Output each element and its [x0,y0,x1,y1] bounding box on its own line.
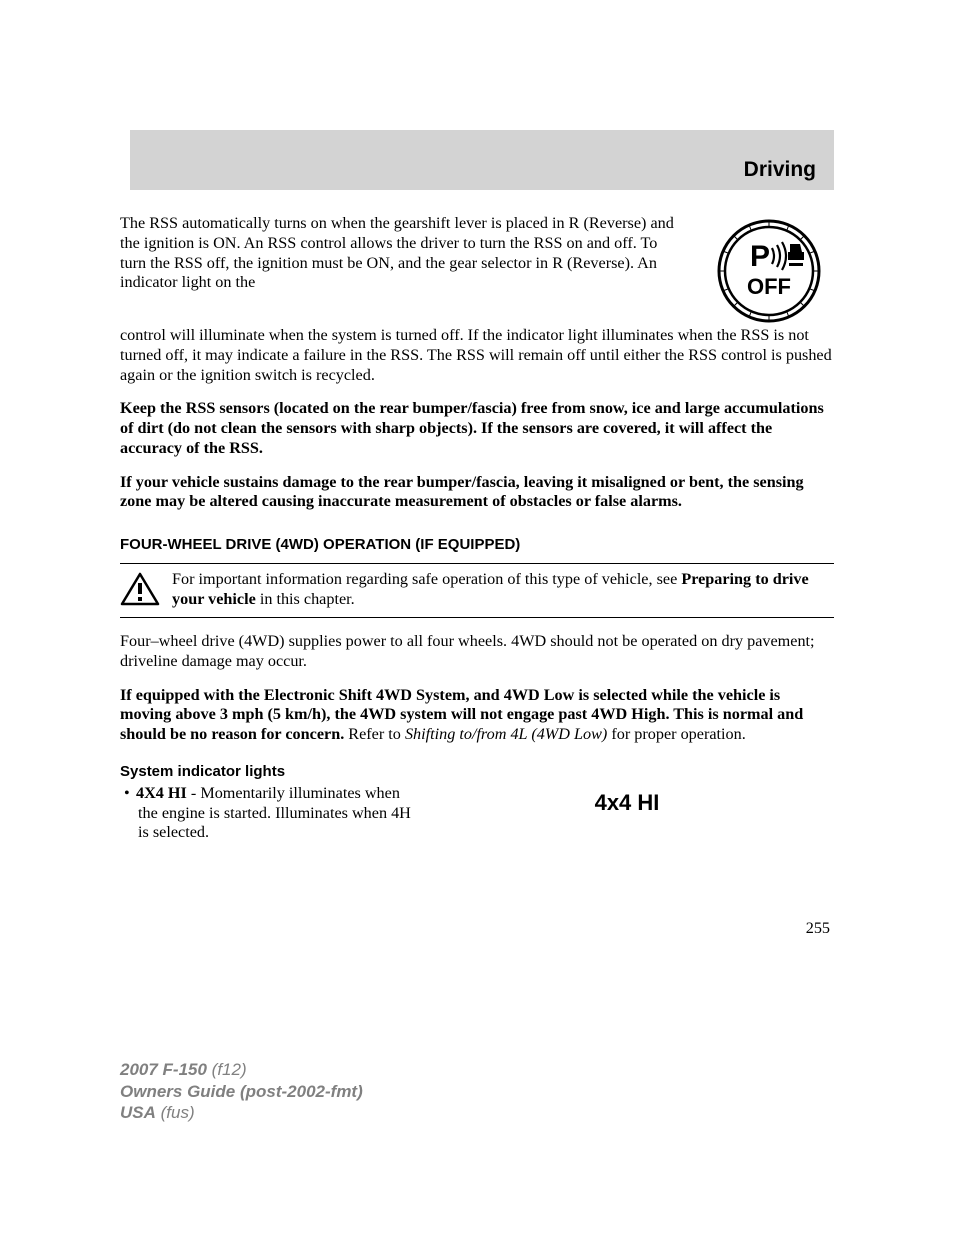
footer-code2: (fus) [156,1103,195,1122]
bullet-dot-icon: • [124,784,136,804]
warning-callout: For important information regarding safe… [120,563,834,618]
para-4wd-refer-pre: Refer to [344,725,405,743]
rss-off-button-icon: P OFF [704,214,834,326]
footer-guide: Owners Guide (post-2002-fmt) [120,1081,363,1102]
warn-pre: For important information regarding safe… [172,570,681,588]
para-4wd-refer-ital: Shifting to/from 4L (4WD Low) [405,725,607,743]
para-4wd-refer-post: for proper operation. [607,725,745,743]
bold-para-damage: If your vehicle sustains damage to the r… [120,473,834,513]
intro-text-continuation: control will illuminate when the system … [120,326,834,385]
bullet-4x4-hi: •4X4 HI - Momentarily illuminates when t… [120,784,420,843]
warn-post: in this chapter. [256,590,355,608]
page-number: 255 [120,919,834,938]
svg-text:OFF: OFF [747,274,791,299]
intro-row: The RSS automatically turns on when the … [120,214,834,326]
para-4wd-intro: Four–wheel drive (4WD) supplies power to… [120,632,834,672]
warning-text: For important information regarding safe… [172,570,834,610]
indicator-row: •4X4 HI - Momentarily illuminates when t… [120,784,834,843]
footer-block: 2007 F-150 (f12) Owners Guide (post-2002… [120,1059,363,1123]
footer-region: USA [120,1103,156,1122]
indicator-4x4-hi-label: 4x4 HI [420,784,834,843]
footer-code1: (f12) [207,1060,247,1079]
heading-4wd: FOUR-WHEEL DRIVE (4WD) OPERATION (IF EQU… [120,536,834,553]
section-title: Driving [744,158,816,182]
bullet-sep: - [187,784,200,802]
heading-sys-indicator: System indicator lights [120,763,834,780]
intro-text-left: The RSS automatically turns on when the … [120,214,684,326]
footer-model: 2007 F-150 [120,1060,207,1079]
warning-triangle-icon [120,570,160,611]
bold-para-sensors: Keep the RSS sensors (located on the rea… [120,399,834,458]
para-4wd-electronic: If equipped with the Electronic Shift 4W… [120,686,834,745]
bullet-label: 4X4 HI [136,784,187,802]
svg-text:P: P [750,240,770,273]
section-header-bar: Driving [130,130,834,190]
